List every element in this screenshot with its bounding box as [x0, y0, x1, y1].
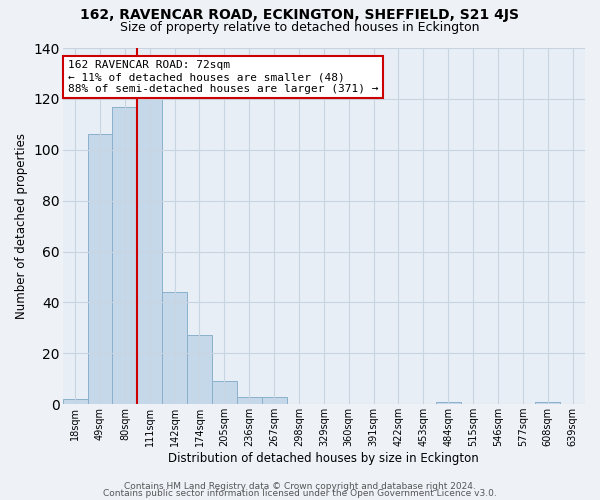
- X-axis label: Distribution of detached houses by size in Eckington: Distribution of detached houses by size …: [169, 452, 479, 465]
- Text: Size of property relative to detached houses in Eckington: Size of property relative to detached ho…: [120, 21, 480, 34]
- Bar: [262, 396, 287, 404]
- Text: Contains public sector information licensed under the Open Government Licence v3: Contains public sector information licen…: [103, 489, 497, 498]
- Bar: [535, 402, 560, 404]
- Bar: [237, 396, 262, 404]
- Bar: [436, 402, 461, 404]
- Bar: [112, 106, 137, 404]
- Y-axis label: Number of detached properties: Number of detached properties: [15, 133, 28, 319]
- Text: 162 RAVENCAR ROAD: 72sqm
← 11% of detached houses are smaller (48)
88% of semi-d: 162 RAVENCAR ROAD: 72sqm ← 11% of detach…: [68, 60, 379, 94]
- Text: 162, RAVENCAR ROAD, ECKINGTON, SHEFFIELD, S21 4JS: 162, RAVENCAR ROAD, ECKINGTON, SHEFFIELD…: [80, 8, 520, 22]
- Bar: [63, 399, 88, 404]
- Bar: [212, 382, 237, 404]
- Bar: [187, 336, 212, 404]
- Bar: [88, 134, 112, 404]
- Bar: [162, 292, 187, 404]
- Bar: [137, 64, 162, 404]
- Text: Contains HM Land Registry data © Crown copyright and database right 2024.: Contains HM Land Registry data © Crown c…: [124, 482, 476, 491]
